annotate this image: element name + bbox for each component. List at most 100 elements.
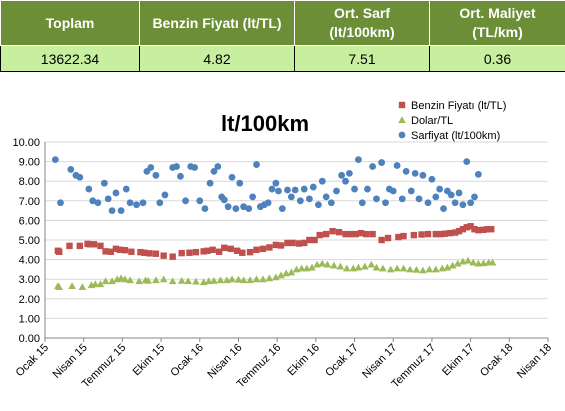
sarfiyat-point — [232, 205, 240, 213]
dolar-point — [287, 268, 296, 276]
sarfiyat-point — [177, 172, 184, 180]
benzin-point — [424, 230, 432, 238]
dolar-point — [239, 276, 248, 284]
header-benzin-fiyati: Benzin Fiyatı (lt/TL) — [139, 0, 295, 46]
benzin-point — [152, 250, 160, 257]
sarfiyat-point — [309, 183, 317, 191]
benzin-point — [410, 231, 418, 239]
benzin-point — [451, 229, 459, 236]
dolar-point — [228, 275, 236, 283]
dolar-point — [419, 266, 427, 274]
benzin-point — [484, 226, 491, 233]
sarfiyat-point — [369, 163, 376, 170]
benzin-point — [316, 231, 323, 239]
benzin-point — [277, 242, 285, 249]
sarfiyat-point — [89, 197, 97, 205]
sarfiyat-point — [214, 163, 222, 170]
benzin-point — [178, 249, 185, 257]
dolar-point — [265, 274, 274, 282]
x-tick-label: Ekim 15 — [131, 342, 168, 379]
dolar-point — [168, 277, 177, 285]
sarfiyat-point — [382, 199, 389, 207]
dolar-point — [91, 280, 100, 288]
sarfiyat-point — [432, 193, 440, 201]
benzin-point — [322, 230, 330, 238]
dolar-point — [55, 283, 63, 291]
sarfiyat-point — [407, 187, 415, 195]
benzin-point — [400, 232, 407, 240]
sarfiyat-point — [315, 201, 322, 209]
dolar-point — [204, 277, 213, 285]
chart-area: lt/100km Benzin Fiyatı (lt/TL) Dolar/TL Sa… — [12, 100, 554, 390]
benzin-point — [200, 248, 207, 255]
header-ort-sarf: Ort. Sarf (lt/100km) — [294, 0, 430, 46]
dolar-point — [474, 259, 483, 267]
sarfiyat-point — [345, 169, 353, 177]
sarfiyat-point — [126, 199, 134, 207]
summary-value-row: 13622.34 4.82 7.51 0.36 — [0, 45, 565, 72]
dolar-point — [246, 276, 254, 284]
dolar-point — [448, 261, 457, 269]
benzin-point — [295, 240, 303, 247]
dolar-point — [144, 276, 152, 284]
benzin-point — [209, 246, 216, 253]
sarfiyat-point — [451, 199, 459, 207]
benzin-point — [137, 248, 144, 256]
benzin-point — [76, 242, 84, 250]
y-tick-label: 7.00 — [19, 196, 40, 208]
dolar-point — [431, 265, 440, 273]
benzin-point — [432, 230, 439, 238]
value-benzin-fiyati: 4.82 — [139, 45, 295, 72]
sarfiyat-point — [191, 164, 199, 171]
dolar-point — [68, 282, 76, 290]
benzin-point — [192, 248, 200, 256]
benzin-point — [169, 253, 176, 260]
sarfiyat-point — [253, 161, 260, 168]
sarfiyat-point — [322, 193, 330, 201]
benzin-point — [289, 239, 296, 247]
y-tick-label: 1.00 — [19, 313, 40, 325]
benzin-point — [437, 230, 445, 238]
benzin-point — [121, 246, 129, 254]
y-tick-label: 10.00 — [12, 137, 40, 149]
legend-marker-dolar-point — [398, 116, 406, 123]
legend-marker-sarfiyat-point — [398, 131, 406, 139]
dolar-point — [318, 259, 327, 267]
sarfiyat-point — [378, 159, 386, 166]
value-toplam: 13622.34 — [0, 45, 140, 72]
dolar-point — [216, 276, 225, 284]
sarfiyat-point — [67, 166, 75, 173]
benzin-point — [284, 239, 291, 247]
sarfiyat-point — [122, 185, 130, 193]
sarfiyat-point — [351, 185, 358, 193]
dolar-point — [192, 277, 200, 285]
y-tick-label: 4.00 — [19, 255, 40, 267]
benzin-point — [102, 248, 109, 255]
sarfiyat-point — [161, 191, 169, 199]
dolar-point — [393, 264, 401, 272]
benzin-point — [455, 227, 463, 235]
sarfiyat-point — [327, 199, 335, 207]
sarfiyat-point — [94, 199, 102, 207]
dolar-point — [277, 271, 285, 279]
sarfiyat-point — [440, 205, 447, 213]
dolar-point — [443, 263, 452, 271]
grid-lines — [45, 141, 548, 339]
x-tick-label: Ocak 17 — [323, 342, 360, 379]
dolar-point — [126, 276, 134, 284]
sarfiyat-point — [57, 199, 64, 207]
benzin-point — [378, 236, 385, 244]
dolar-point — [412, 265, 421, 273]
dolar-point — [308, 263, 316, 271]
x-tick-label: Ekim 17 — [440, 342, 477, 379]
benzin-point — [90, 241, 98, 248]
benzin-point — [480, 226, 487, 234]
sarfiyat-point — [249, 193, 257, 201]
sarfiyat-point — [76, 173, 84, 181]
dolar-point — [96, 280, 105, 288]
dolar-point — [234, 275, 243, 283]
dolar-point — [343, 264, 351, 272]
dolar-point — [453, 259, 462, 267]
y-axis: 0.00 1.00 2.00 3.00 4.00 5.00 6.00 7.00 8.00 9.00… — [12, 137, 46, 345]
sarfiyat-point — [291, 186, 299, 194]
